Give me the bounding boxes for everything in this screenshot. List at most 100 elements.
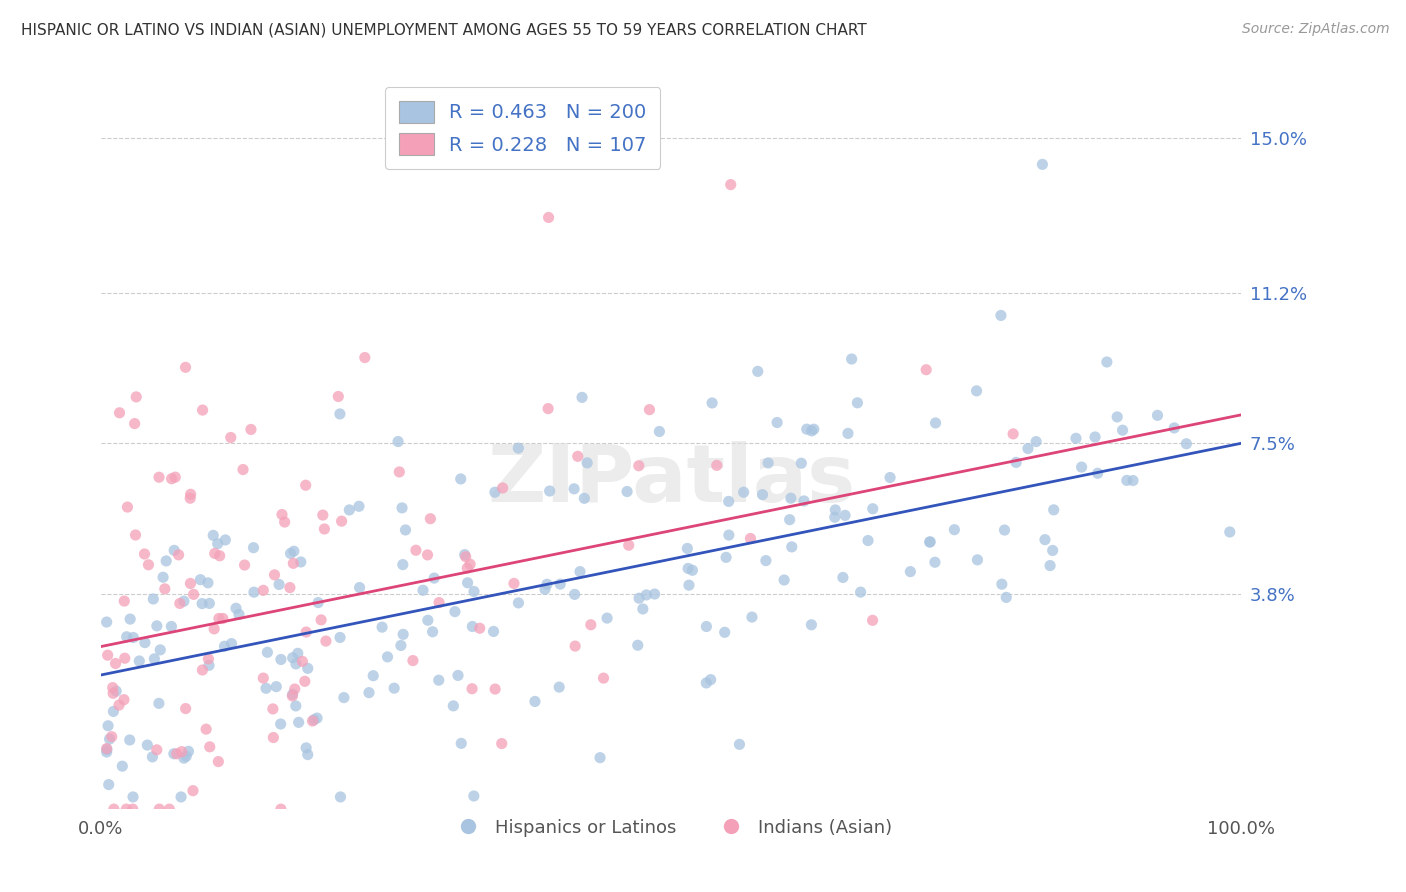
Point (456, 561, 478, 575)
Point (239, 422, 262, 436)
Point (333, 690, 356, 705)
Point (780, 540, 803, 554)
Point (115, 802, 138, 816)
Point (141, 750, 163, 764)
Point (283, 544, 305, 558)
Point (207, 537, 229, 551)
Point (97, 648, 120, 663)
Point (678, 578, 700, 592)
Point (312, 508, 335, 522)
Point (242, 541, 264, 555)
Point (377, 649, 399, 664)
Point (534, 582, 557, 597)
Point (329, 407, 352, 421)
Point (281, 650, 304, 665)
Point (124, 417, 146, 431)
Point (233, 558, 256, 572)
Point (569, 565, 592, 579)
Point (117, 500, 139, 514)
Point (741, 610, 763, 624)
Point (155, 554, 177, 568)
Point (491, 737, 513, 751)
Point (100, 730, 122, 744)
Point (136, 738, 159, 752)
Point (503, 576, 526, 591)
Point (454, 548, 477, 562)
Point (915, 362, 938, 376)
Point (173, 594, 195, 608)
Point (589, 750, 612, 764)
Point (287, 715, 309, 730)
Point (1084, 430, 1107, 444)
Point (391, 500, 413, 515)
Point (1107, 409, 1129, 424)
Point (627, 638, 650, 652)
Point (1163, 421, 1185, 435)
Point (538, 483, 561, 498)
Point (422, 624, 444, 639)
Point (128, 654, 150, 668)
Point (134, 635, 156, 649)
Point (402, 654, 425, 668)
Point (118, 733, 141, 747)
Point (943, 523, 966, 537)
Point (617, 538, 640, 552)
Point (160, 619, 183, 633)
Point (315, 634, 337, 648)
Point (105, 684, 128, 698)
Point (579, 617, 602, 632)
Point (165, 470, 187, 484)
Point (491, 481, 513, 495)
Point (149, 643, 172, 657)
Point (349, 581, 371, 595)
Point (427, 673, 450, 688)
Point (447, 668, 470, 682)
Point (207, 755, 229, 769)
Point (183, 587, 205, 601)
Point (191, 663, 214, 677)
Point (142, 591, 165, 606)
Point (1064, 431, 1087, 445)
Point (1087, 467, 1109, 481)
Point (790, 456, 813, 470)
Point (121, 802, 143, 816)
Point (636, 588, 658, 602)
Point (412, 583, 434, 598)
Point (394, 523, 416, 537)
Point (800, 424, 823, 438)
Point (631, 602, 654, 616)
Point (728, 737, 751, 751)
Point (181, 783, 204, 797)
Point (278, 581, 301, 595)
Point (337, 503, 360, 517)
Point (228, 607, 250, 622)
Point (1042, 543, 1064, 558)
Point (966, 553, 988, 567)
Point (1122, 474, 1144, 488)
Point (628, 591, 651, 606)
Point (114, 651, 136, 665)
Legend: Hispanics or Latinos, Indians (Asian): Hispanics or Latinos, Indians (Asian) (443, 812, 900, 844)
Text: HISPANIC OR LATINO VS INDIAN (ASIAN) UNEMPLOYMENT AMONG AGES 55 TO 59 YEARS CORR: HISPANIC OR LATINO VS INDIAN (ASIAN) UNE… (21, 22, 868, 37)
Point (271, 508, 294, 522)
Point (191, 403, 214, 417)
Point (537, 211, 560, 225)
Point (214, 533, 236, 547)
Point (252, 671, 274, 685)
Point (879, 470, 901, 484)
Point (371, 620, 394, 634)
Point (405, 543, 427, 558)
Point (152, 570, 174, 584)
Point (262, 702, 284, 716)
Point (733, 485, 755, 500)
Point (112, 594, 135, 608)
Point (627, 458, 650, 473)
Point (1095, 355, 1118, 369)
Point (990, 309, 1012, 323)
Point (174, 360, 197, 375)
Point (920, 534, 942, 549)
Point (862, 501, 884, 516)
Point (357, 686, 380, 700)
Point (167, 548, 190, 562)
Point (301, 714, 323, 728)
